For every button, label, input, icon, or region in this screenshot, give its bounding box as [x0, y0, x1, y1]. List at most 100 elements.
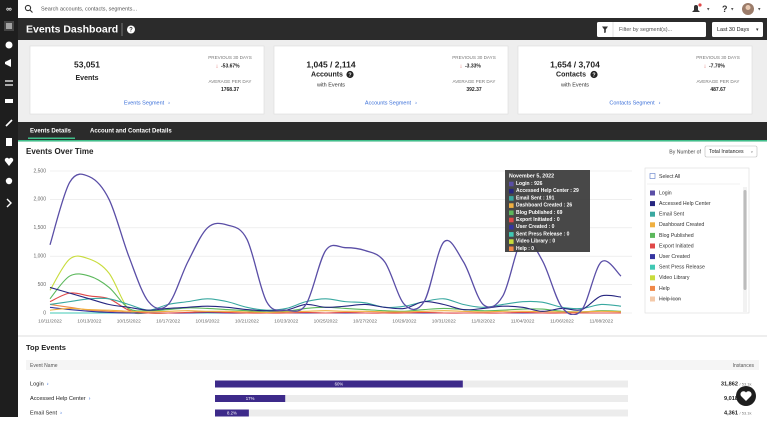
legend-swatch [650, 296, 655, 302]
tooltip-separator: : [562, 203, 566, 209]
tab[interactable]: Account and Contact Details [90, 129, 172, 135]
header-bar [18, 18, 767, 40]
average-label: AVERAGE PER DAY [209, 79, 252, 84]
instances-total: / 53.1k [740, 411, 752, 416]
y-tick-label: 500 [38, 282, 47, 288]
notification-icon[interactable] [692, 5, 700, 12]
percent-label: 60% [335, 381, 344, 386]
link-chevron: › [415, 100, 417, 106]
series-line [49, 307, 622, 313]
y-tick-label: 0 [43, 310, 46, 316]
previous-change: -3.33% [465, 63, 481, 69]
tooltip-value: 0 [552, 239, 555, 245]
menu-bar [6, 23, 12, 25]
bar-track [215, 409, 628, 417]
nav-icon[interactable] [5, 59, 11, 67]
average-value: 392.37 [466, 87, 482, 93]
series-line [49, 286, 622, 312]
nav-icon[interactable] [5, 177, 13, 185]
legend-swatch [650, 232, 655, 238]
metric-select-value: Total Instances [709, 149, 744, 155]
percent-bar [215, 409, 249, 417]
legend-swatch [650, 211, 655, 217]
y-tick-label: 1,000 [33, 254, 46, 260]
nav-icon[interactable] [5, 80, 13, 86]
event-name[interactable]: Email Sent [30, 410, 57, 416]
average-value: 487.67 [710, 87, 726, 93]
series-line [49, 292, 621, 314]
segment-link[interactable]: Contacts Segment [609, 100, 655, 106]
nav-icon[interactable] [5, 119, 13, 127]
chart-panel [18, 142, 767, 335]
event-chevron: › [47, 381, 49, 387]
date-range-select[interactable] [712, 22, 763, 37]
percent-label: 17% [246, 396, 255, 401]
previous-label: PREVIOUS 30 DAYS [452, 55, 496, 60]
nav-icon[interactable] [5, 41, 13, 49]
event-name[interactable]: Accessed Help Center [30, 396, 86, 402]
nav-icon[interactable] [6, 138, 12, 146]
x-tick-label: 10/13/2022 [77, 318, 101, 324]
tooltip-swatch [509, 217, 514, 223]
summary-card [273, 45, 509, 115]
legend-label[interactable]: Help [659, 286, 670, 292]
legend-label[interactable]: Email Sent [659, 212, 685, 218]
segment-filter[interactable] [597, 22, 706, 37]
card-label: Accounts [311, 71, 343, 78]
help-glyph: ? [592, 72, 595, 78]
card-sublabel: with Events [316, 82, 345, 88]
select-all-checkbox[interactable] [649, 173, 656, 179]
legend-label[interactable]: Accessed Help Center [659, 201, 711, 207]
previous-arrow: ↓ [704, 63, 707, 69]
x-tick-label: 11/08/2022 [589, 318, 613, 324]
nav-icon[interactable] [4, 157, 14, 166]
help-icon[interactable] [346, 70, 354, 79]
legend-label-hidden[interactable]: Help Icon [659, 296, 681, 302]
search-icon [24, 4, 32, 12]
legend-label[interactable]: Login [659, 190, 672, 196]
link-chevron: › [168, 100, 170, 106]
legend-scroll-thumb[interactable] [743, 190, 747, 290]
select-all[interactable]: Select All [659, 174, 680, 180]
legend-swatch [650, 243, 655, 249]
help-icon[interactable] [590, 70, 598, 79]
segment-link[interactable]: Accounts Segment [365, 100, 412, 106]
metric-select[interactable] [704, 145, 758, 158]
tooltip-row: Help : 0 [516, 246, 534, 252]
tooltip-value: 0 [531, 246, 534, 252]
tooltip-value: 0 [557, 217, 560, 223]
legend-label[interactable]: Blog Published [659, 233, 694, 239]
legend-label[interactable]: Video Library [659, 275, 690, 281]
nav-icon[interactable] [5, 99, 13, 103]
legend-label[interactable]: Export Initiated [659, 243, 694, 249]
date-range-value: Last 30 Days [717, 27, 749, 33]
tooltip-separator: : [547, 225, 551, 231]
legend-label[interactable]: User Created [659, 254, 690, 260]
segment-link[interactable]: Events Segment [124, 100, 165, 106]
help-icon[interactable]: ? [722, 4, 728, 14]
instances-total: / 53.1k [740, 382, 752, 387]
legend-label[interactable]: Dashboard Created [659, 222, 704, 228]
x-tick-label: 10/17/2022 [156, 318, 180, 324]
event-name[interactable]: Login [30, 381, 44, 387]
x-tick-label: 11/06/2022 [550, 318, 574, 324]
tooltip-swatch [509, 232, 514, 237]
percent-bar [215, 395, 286, 402]
logo[interactable] [0, 0, 18, 18]
tooltip-separator: : [569, 189, 573, 195]
legend-label[interactable]: Sent Press Release [659, 265, 705, 271]
tab[interactable]: Events Details [30, 129, 72, 135]
previous-label: PREVIOUS 30 DAYS [696, 55, 740, 60]
legend-swatch [650, 285, 655, 291]
card-label: Events [76, 75, 99, 82]
nav-icon[interactable] [6, 198, 12, 208]
search-input[interactable]: Search accounts, contacts, segments... [41, 6, 137, 12]
help-icon[interactable] [127, 25, 135, 34]
active-tab-indicator [28, 137, 75, 139]
top-events-panel [18, 337, 767, 417]
help-icon-glyph: ? [129, 28, 133, 34]
tooltip-value: 926 [534, 181, 543, 187]
tooltip-title: November 5, 2022 [509, 173, 554, 179]
menu-bar [6, 27, 12, 29]
